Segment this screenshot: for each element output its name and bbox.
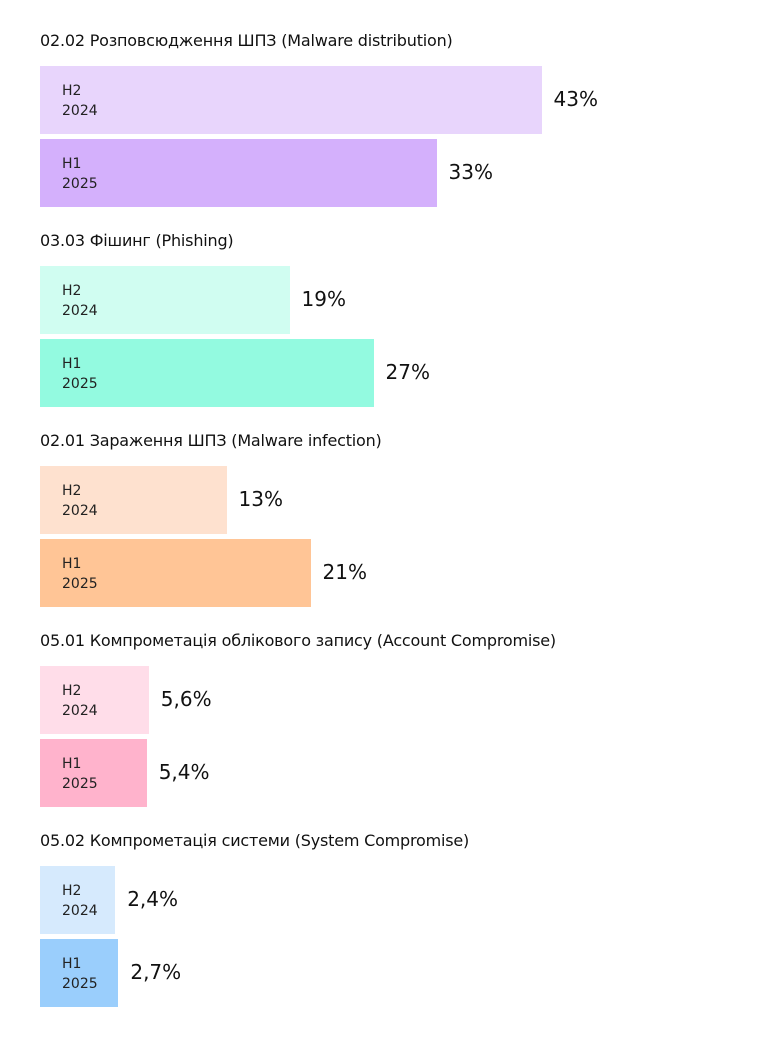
year-text: 2025 xyxy=(62,976,98,992)
period-text: H1 xyxy=(62,356,82,372)
data-label: 21% xyxy=(322,560,367,584)
bar: H2 2024 xyxy=(40,666,149,734)
data-label: 2,4% xyxy=(127,887,178,911)
bar-period-label: H2 2024 xyxy=(62,481,98,521)
group-title: 03.03 Фішинг (Phishing) xyxy=(40,231,234,250)
period-text: H2 xyxy=(62,483,82,499)
period-text: H2 xyxy=(62,283,82,299)
period-text: H1 xyxy=(62,956,82,972)
bar: H2 2024 xyxy=(40,66,542,134)
data-label: 33% xyxy=(448,160,493,184)
data-label: 13% xyxy=(238,487,283,511)
year-text: 2025 xyxy=(62,776,98,792)
group-title: 02.02 Розповсюдження ШПЗ (Malware distri… xyxy=(40,31,453,50)
year-text: 2024 xyxy=(62,703,98,719)
bar: H1 2025 xyxy=(40,539,311,607)
bar-period-label: H1 2025 xyxy=(62,554,98,594)
bar: H1 2025 xyxy=(40,339,374,407)
data-label: 2,7% xyxy=(130,960,182,984)
chart-group: 02.01 Зараження ШПЗ (Malware infection) H… xyxy=(40,431,740,640)
year-text: 2025 xyxy=(62,176,98,192)
bar: H1 2025 xyxy=(40,939,119,1007)
bar-period-label: H1 2025 xyxy=(62,954,98,994)
data-label: 43% xyxy=(553,87,598,111)
year-text: 2024 xyxy=(62,903,98,919)
bar: H2 2024 xyxy=(40,466,227,534)
period-text: H1 xyxy=(62,156,82,172)
bar-period-label: H2 2024 xyxy=(62,681,98,721)
data-label: 27% xyxy=(385,360,430,384)
bar-period-label: H2 2024 xyxy=(62,881,98,921)
period-text: H2 xyxy=(62,883,82,899)
year-text: 2024 xyxy=(62,503,98,519)
bar-period-label: H2 2024 xyxy=(62,281,98,321)
year-text: 2024 xyxy=(62,303,98,319)
bar-period-label: H1 2025 xyxy=(62,154,98,194)
period-text: H1 xyxy=(62,756,82,772)
bar-period-label: H1 2025 xyxy=(62,354,98,394)
bar-period-label: H2 2024 xyxy=(62,81,98,121)
chart-group: 05.01 Компрометація облікового запису (A… xyxy=(40,631,740,840)
bar: H1 2025 xyxy=(40,739,147,807)
data-label: 19% xyxy=(301,287,346,311)
group-title: 05.01 Компрометація облікового запису (A… xyxy=(40,631,556,650)
year-text: 2025 xyxy=(62,376,98,392)
chart-group: 02.02 Розповсюдження ШПЗ (Malware distri… xyxy=(40,31,740,240)
bar: H1 2025 xyxy=(40,139,437,207)
chart-group: 05.02 Компрометація системи (System Comp… xyxy=(40,831,740,1040)
bar: H2 2024 xyxy=(40,266,290,334)
period-text: H2 xyxy=(62,83,82,99)
period-text: H2 xyxy=(62,683,82,699)
year-text: 2024 xyxy=(62,103,98,119)
chart-group: 03.03 Фішинг (Phishing) H2 2024 19% H1 2025 27… xyxy=(40,231,740,440)
period-text: H1 xyxy=(62,556,82,572)
bar-period-label: H1 2025 xyxy=(62,754,98,794)
group-title: 02.01 Зараження ШПЗ (Malware infection) xyxy=(40,431,382,450)
data-label: 5,6% xyxy=(160,687,212,711)
group-title: 05.02 Компрометація системи (System Comp… xyxy=(40,831,470,850)
bar: H2 2024 xyxy=(40,866,116,934)
year-text: 2025 xyxy=(62,576,98,592)
data-label: 5,4% xyxy=(158,760,210,784)
